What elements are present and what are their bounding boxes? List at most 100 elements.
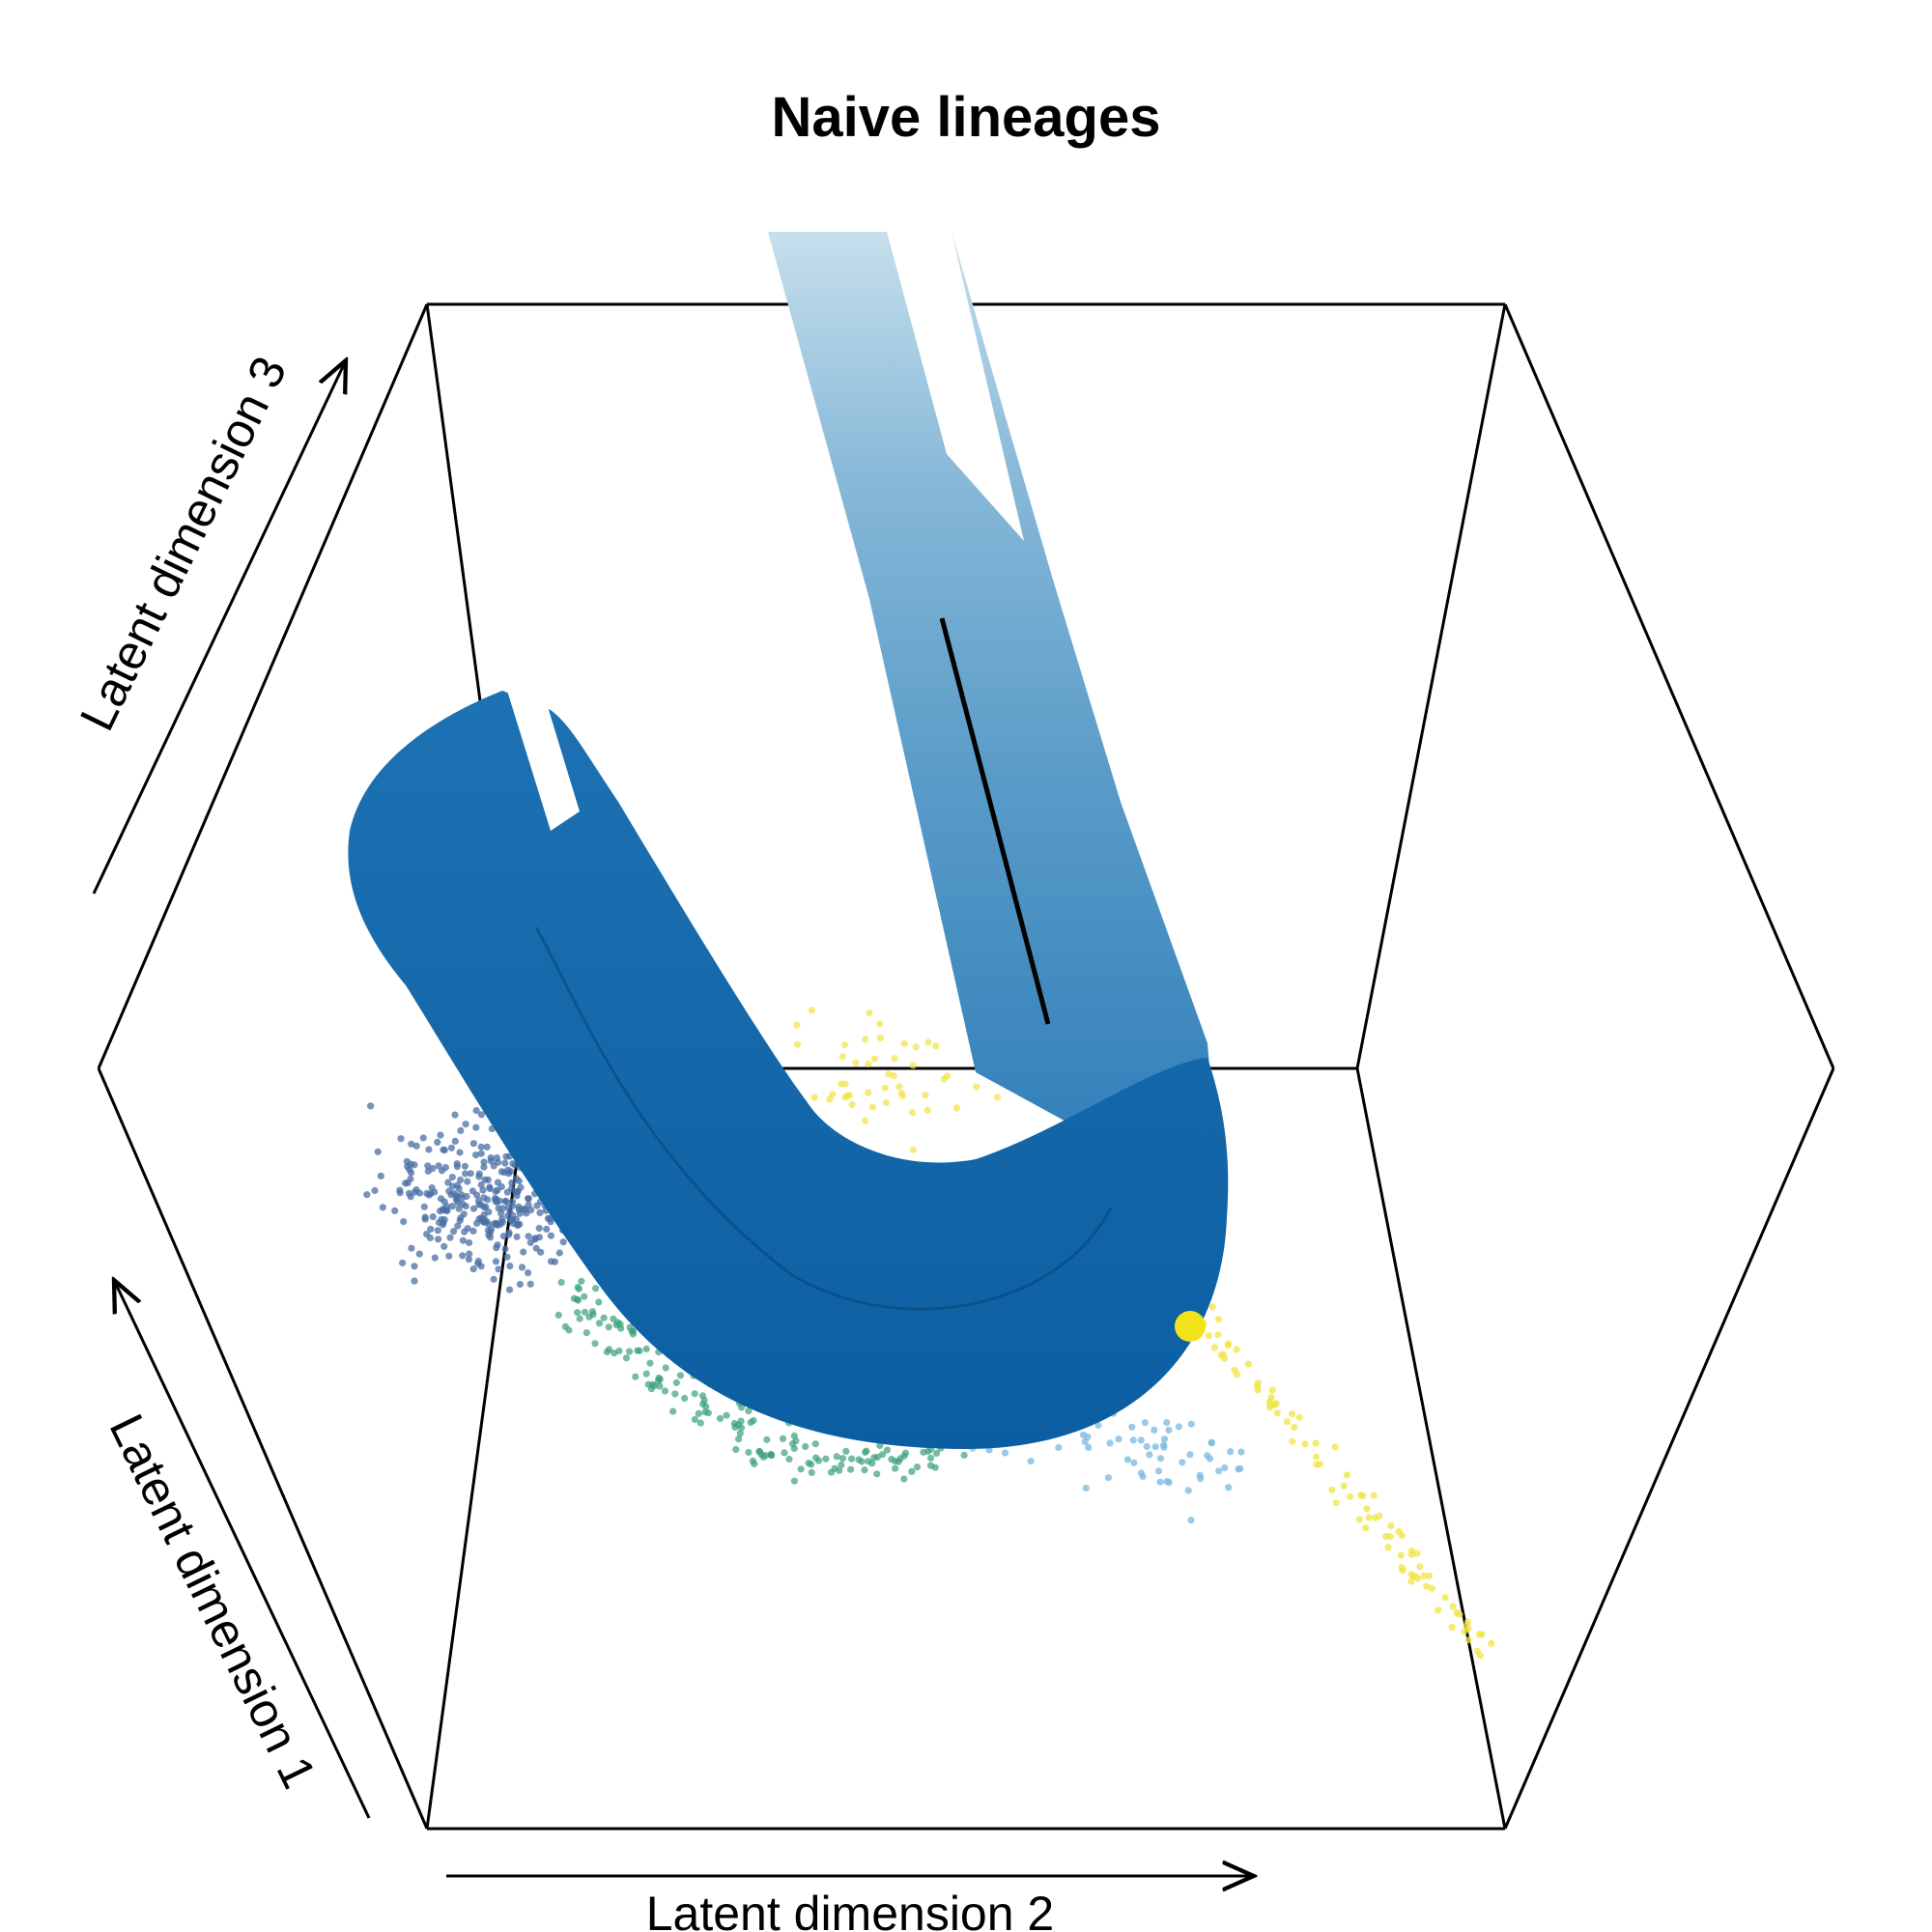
scatter-point <box>399 1259 407 1266</box>
scatter-point <box>483 1143 491 1151</box>
scatter-point <box>446 1234 454 1241</box>
axis-arrow-dim3 <box>92 360 346 895</box>
scatter-point <box>656 1376 664 1383</box>
scatter-point <box>1146 1451 1153 1459</box>
scatter-point <box>1224 1342 1232 1350</box>
scatter-point <box>900 1475 908 1483</box>
scatter-point <box>881 1084 889 1092</box>
scatter-point <box>913 1463 922 1471</box>
scatter-point <box>591 1340 599 1348</box>
tube-center-line-right <box>939 617 1051 1025</box>
tube-gap <box>507 691 580 831</box>
scatter-point <box>736 1430 744 1437</box>
scatter-point <box>833 1453 840 1461</box>
scatter-point <box>493 1244 500 1252</box>
axis-label-dim2: Latent dimension 2 <box>646 1887 1055 1932</box>
scatter-point <box>466 1238 473 1247</box>
scatter-point <box>1130 1459 1138 1466</box>
scatter-point <box>600 1314 608 1321</box>
scatter-point <box>900 1039 908 1047</box>
scatter-point <box>944 1072 952 1080</box>
scatter-point <box>480 1163 488 1171</box>
scatter-point <box>761 1452 770 1460</box>
scatter-point <box>559 1238 567 1246</box>
scatter-point <box>704 1409 712 1417</box>
scatter-point <box>644 1380 652 1388</box>
scatter-point <box>474 1257 482 1265</box>
scatter-point <box>526 1280 534 1288</box>
scatter-point <box>960 1451 968 1459</box>
scatter-point <box>1416 1563 1424 1571</box>
scatter-point <box>1205 1332 1212 1340</box>
box-edge <box>97 1067 429 1830</box>
scatter-point <box>1254 1379 1262 1387</box>
scatter-point <box>379 1204 386 1211</box>
scatter-point <box>634 1347 641 1354</box>
scatter-point <box>1313 1453 1321 1461</box>
scatter-point <box>1372 1514 1379 1521</box>
scatter-point <box>1160 1443 1168 1451</box>
scatter-point <box>487 1157 495 1165</box>
scatter-point <box>488 1225 496 1234</box>
scatter-point <box>450 1228 458 1236</box>
scatter-point <box>732 1445 740 1454</box>
tube-right-upper <box>768 232 1222 1217</box>
scatter-point <box>570 1294 579 1302</box>
scatter-point <box>592 1285 600 1293</box>
scatter-point <box>460 1210 468 1218</box>
scatter-point <box>1123 1456 1131 1463</box>
scatter-point <box>427 1225 435 1233</box>
scatter-point <box>890 1071 897 1080</box>
scatter-point <box>437 1131 444 1139</box>
scatter-point <box>1227 1448 1235 1456</box>
scatter-point <box>551 1258 559 1265</box>
scatter-point <box>515 1178 523 1185</box>
scatter-point <box>702 1403 710 1410</box>
scatter-point <box>755 1447 763 1456</box>
scatter-point <box>1208 1439 1215 1447</box>
scatter-point <box>862 1036 869 1043</box>
scatter-point <box>1332 1499 1340 1507</box>
scatter-point <box>838 1052 846 1061</box>
box-edge <box>1503 303 1835 1069</box>
scatter-point <box>1428 1584 1435 1592</box>
scatter-point <box>494 1186 501 1194</box>
scatter-point <box>440 1198 448 1206</box>
scatter-point <box>611 1350 618 1357</box>
scatter-point <box>895 1458 902 1465</box>
scatter-point <box>1464 1636 1472 1644</box>
scatter-point <box>400 1218 408 1226</box>
scatter-point <box>408 1244 415 1252</box>
scatter-point <box>1441 1594 1449 1602</box>
scatter-point <box>779 1435 787 1442</box>
scatter-point <box>1221 1463 1229 1471</box>
scatter-point <box>876 1020 884 1028</box>
scatter-point <box>581 1293 588 1300</box>
scatter-point <box>525 1269 532 1277</box>
scatter-point <box>363 1191 371 1199</box>
scatter-point <box>891 1055 898 1063</box>
scatter-point <box>1448 1624 1456 1632</box>
scatter-point <box>1141 1419 1149 1427</box>
scatter-point <box>1273 1409 1281 1417</box>
scatter-point <box>1283 1418 1291 1426</box>
scatter-point <box>901 1449 910 1457</box>
scatter-point <box>371 1186 379 1195</box>
scatter-point <box>1079 1431 1088 1438</box>
scatter-point <box>1478 1631 1486 1638</box>
scatter-point <box>861 1466 868 1474</box>
scatter-point <box>411 1277 418 1285</box>
scatter-point <box>805 1460 812 1467</box>
scatter-point <box>543 1225 551 1233</box>
scatter-point <box>1106 1439 1114 1447</box>
scatter-point <box>407 1193 414 1201</box>
scatter-point <box>1206 1455 1214 1463</box>
scatter-point <box>1291 1424 1298 1432</box>
scatter-point <box>404 1162 412 1170</box>
highlight-point <box>1175 1311 1206 1342</box>
scatter-point <box>576 1315 583 1322</box>
scatter-point <box>737 1417 745 1425</box>
scatter-point <box>500 1169 508 1177</box>
scatter-point <box>518 1264 526 1271</box>
scatter-point <box>885 1070 893 1078</box>
